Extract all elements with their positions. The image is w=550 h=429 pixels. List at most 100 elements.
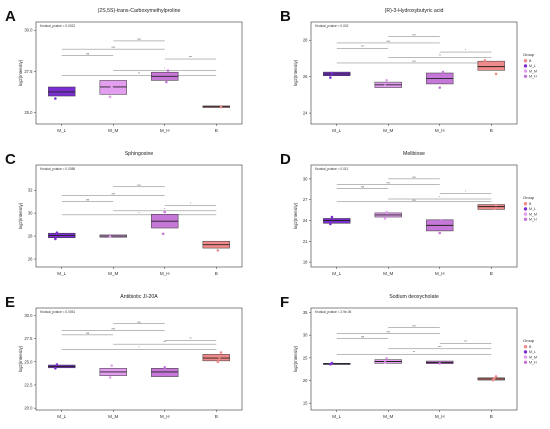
x-tick-label: B bbox=[215, 414, 218, 419]
data-point bbox=[385, 78, 388, 82]
x-tick-label: B bbox=[490, 128, 493, 133]
x-tick-label: B bbox=[490, 271, 493, 276]
legend-swatch bbox=[523, 69, 528, 73]
x-tick-label: M_L bbox=[332, 271, 341, 276]
significance-label: ns bbox=[387, 329, 391, 333]
significance-label: ns bbox=[412, 198, 416, 202]
data-point bbox=[108, 235, 112, 238]
significance-label: ns bbox=[412, 175, 416, 179]
data-point bbox=[438, 231, 442, 235]
y-tick-label: 27.5 bbox=[24, 69, 33, 74]
data-point bbox=[496, 67, 499, 70]
data-point bbox=[438, 362, 442, 365]
chart-panel-f: F Sodium deoxycholate Kruskal_pvalue = 2.9… bbox=[280, 294, 537, 419]
data-point bbox=[329, 222, 332, 226]
data-point bbox=[483, 58, 487, 62]
data-point bbox=[55, 87, 59, 90]
pvalue-annotation: Kruskal_pvalue = 0.0086 bbox=[40, 167, 75, 171]
data-point bbox=[163, 366, 167, 369]
x-tick-label: M_H bbox=[160, 414, 170, 419]
x-tick-label: M_M bbox=[383, 128, 393, 133]
significance-label: ns bbox=[387, 180, 391, 184]
legend-swatch bbox=[523, 202, 528, 206]
data-point bbox=[494, 375, 498, 378]
significance-label: ns bbox=[112, 326, 116, 330]
legend-label: M_L bbox=[529, 350, 536, 354]
data-point bbox=[440, 75, 443, 78]
legend-swatch bbox=[523, 355, 528, 359]
legend-swatch bbox=[523, 64, 528, 68]
significance-label: * bbox=[439, 195, 441, 199]
legend-label: B bbox=[529, 345, 532, 349]
chart-panel-e: E Antibiotic JI-20A Kruskal_pvalue = 0.005… bbox=[5, 294, 243, 419]
significance-label: *** bbox=[464, 339, 468, 343]
legend-label: M_L bbox=[529, 64, 536, 68]
x-tick-label: M_M bbox=[108, 271, 118, 276]
y-tick-label: 30 bbox=[28, 211, 33, 216]
significance-label: *** bbox=[438, 345, 442, 349]
legend-swatch bbox=[523, 217, 528, 221]
y-tick-label: 20.0 bbox=[24, 406, 33, 411]
y-tick-label: 20 bbox=[303, 378, 308, 383]
data-point bbox=[219, 351, 223, 354]
x-tick-label: M_H bbox=[435, 271, 445, 276]
data-point bbox=[55, 363, 59, 366]
data-point bbox=[216, 249, 220, 252]
x-tick-label: B bbox=[215, 271, 218, 276]
chart-title: (R)-3-Hydroxybutyric acid bbox=[385, 8, 444, 14]
y-tick-label: 27.5 bbox=[24, 336, 33, 341]
significance-label: * bbox=[138, 211, 140, 215]
data-point bbox=[383, 361, 387, 364]
significance-label: ns bbox=[112, 191, 116, 195]
significance-label: ns bbox=[112, 45, 116, 49]
y-axis-label: log2(Intensity) bbox=[18, 59, 23, 86]
plot-frame bbox=[35, 164, 243, 268]
chart-title: Antibiotic JI-20A bbox=[120, 294, 158, 300]
y-tick-label: 25.0 bbox=[24, 359, 33, 364]
significance-label: ** bbox=[439, 54, 442, 58]
data-point bbox=[330, 361, 334, 365]
data-point bbox=[383, 84, 387, 88]
legend-swatch bbox=[523, 360, 528, 364]
y-tick-label: 32 bbox=[28, 188, 33, 193]
legend-title: Group bbox=[523, 52, 535, 57]
x-tick-label: M_M bbox=[108, 128, 118, 133]
significance-label: ** bbox=[189, 336, 192, 340]
y-tick-label: 22.5 bbox=[24, 382, 33, 387]
data-point bbox=[108, 95, 112, 99]
significance-label: ns bbox=[137, 183, 141, 187]
legend-label: M_M bbox=[529, 212, 537, 216]
significance-label: ns bbox=[412, 323, 416, 327]
chart-title: (2S,5S)-trans-Carboxymethylproline bbox=[98, 8, 181, 14]
y-tick-label: 24 bbox=[303, 111, 308, 116]
y-tick-label: 30 bbox=[303, 333, 308, 338]
legend-title: Group bbox=[523, 195, 535, 200]
data-point bbox=[385, 357, 388, 360]
y-tick-label: 18 bbox=[303, 260, 308, 265]
data-point bbox=[110, 364, 113, 367]
data-point bbox=[161, 232, 165, 236]
data-point bbox=[494, 203, 498, 207]
pvalue-annotation: Kruskal_pvalue = 0.002 bbox=[315, 24, 349, 28]
significance-label: * bbox=[138, 346, 140, 350]
data-point bbox=[385, 210, 388, 214]
data-point bbox=[493, 207, 496, 211]
data-point bbox=[330, 215, 334, 219]
x-tick-label: B bbox=[490, 414, 493, 419]
data-point bbox=[54, 237, 57, 241]
y-tick-label: 28 bbox=[28, 234, 33, 239]
y-tick-label: 25 bbox=[303, 355, 308, 360]
x-tick-label: M_M bbox=[383, 271, 393, 276]
significance-label: ns bbox=[86, 198, 90, 202]
data-point bbox=[218, 355, 221, 359]
plot-frame bbox=[310, 164, 518, 268]
data-point bbox=[54, 366, 57, 370]
x-tick-label: M_M bbox=[108, 414, 118, 419]
chart-title: Sphingosine bbox=[125, 151, 154, 157]
data-point bbox=[111, 83, 115, 86]
significance-label: ** bbox=[138, 71, 141, 75]
data-point bbox=[165, 80, 168, 84]
x-tick-label: M_M bbox=[383, 414, 393, 419]
plot-frame bbox=[310, 307, 518, 411]
data-point bbox=[219, 105, 223, 109]
